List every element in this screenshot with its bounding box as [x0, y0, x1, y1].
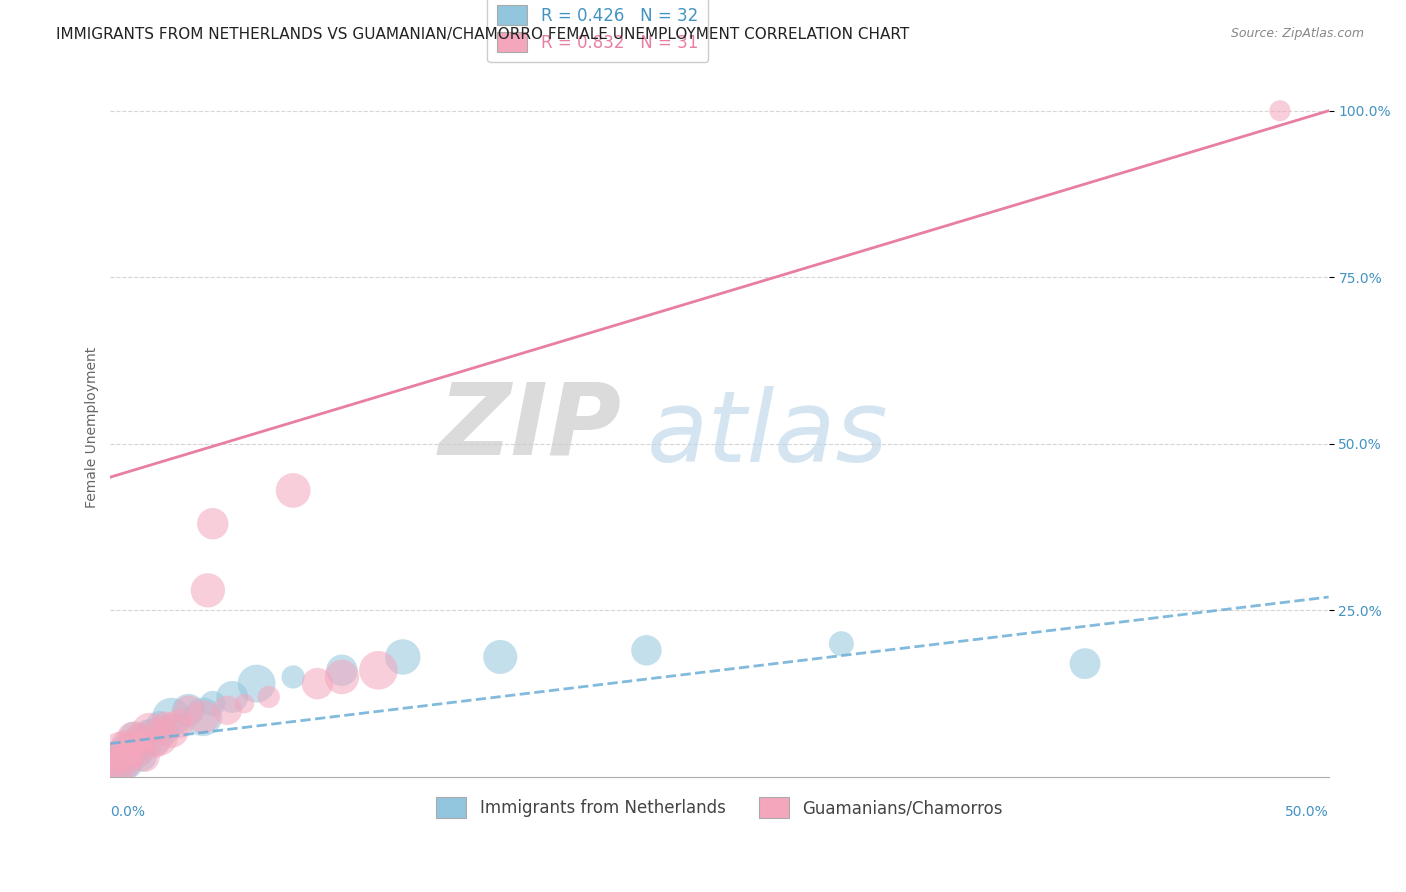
Point [114, 737, 136, 751]
Point [153, 716, 176, 731]
Text: Source: ZipAtlas.com: Source: ZipAtlas.com [1230, 27, 1364, 40]
Point [127, 743, 149, 757]
Point [131, 750, 153, 764]
Text: ZIP: ZIP [439, 378, 621, 475]
Point [138, 737, 160, 751]
Point [128, 737, 150, 751]
Point [117, 756, 139, 771]
Point [111, 753, 134, 767]
Text: 0.0%: 0.0% [111, 805, 145, 819]
Point [107, 763, 129, 777]
Point [118, 737, 141, 751]
Point [107, 760, 129, 774]
Point [201, 516, 224, 531]
Point [138, 723, 160, 738]
Point [124, 737, 146, 751]
Point [121, 747, 143, 761]
Point [160, 710, 183, 724]
Point [246, 676, 269, 690]
Point [111, 756, 134, 771]
Point [136, 723, 159, 738]
Point [489, 650, 512, 665]
Text: atlas: atlas [647, 385, 889, 483]
Text: 50.0%: 50.0% [1285, 805, 1329, 819]
Point [104, 750, 127, 764]
Point [167, 716, 190, 731]
Point [148, 730, 170, 744]
Point [101, 763, 124, 777]
Point [148, 716, 170, 731]
Point [104, 756, 127, 771]
Point [160, 723, 183, 738]
Point [1074, 657, 1097, 671]
Point [330, 670, 353, 684]
Point [191, 710, 214, 724]
Point [143, 737, 166, 751]
Point [101, 756, 124, 771]
Point [114, 743, 136, 757]
Point [217, 703, 239, 717]
Point [281, 670, 304, 684]
Point [127, 743, 149, 757]
Point [167, 716, 190, 731]
Point [307, 676, 329, 690]
Y-axis label: Female Unemployment: Female Unemployment [86, 346, 100, 508]
Point [197, 583, 219, 598]
Point [233, 697, 256, 711]
Point [118, 743, 141, 757]
Point [153, 723, 176, 738]
Point [108, 743, 131, 757]
Point [108, 750, 131, 764]
Point [191, 710, 214, 724]
Point [1268, 103, 1291, 118]
Point [177, 703, 200, 717]
Point [124, 730, 146, 744]
Point [128, 730, 150, 744]
Legend: Immigrants from Netherlands, Guamanians/Chamorros: Immigrants from Netherlands, Guamanians/… [430, 791, 1010, 824]
Point [257, 690, 280, 704]
Point [391, 650, 413, 665]
Point [201, 697, 224, 711]
Point [636, 643, 658, 657]
Point [121, 730, 143, 744]
Point [330, 663, 353, 677]
Point [830, 637, 852, 651]
Point [143, 730, 166, 744]
Point [177, 703, 200, 717]
Point [221, 690, 243, 704]
Text: IMMIGRANTS FROM NETHERLANDS VS GUAMANIAN/CHAMORRO FEMALE UNEMPLOYMENT CORRELATIO: IMMIGRANTS FROM NETHERLANDS VS GUAMANIAN… [56, 27, 910, 42]
Point [367, 663, 389, 677]
Point [117, 750, 139, 764]
Point [281, 483, 304, 498]
Point [134, 750, 156, 764]
